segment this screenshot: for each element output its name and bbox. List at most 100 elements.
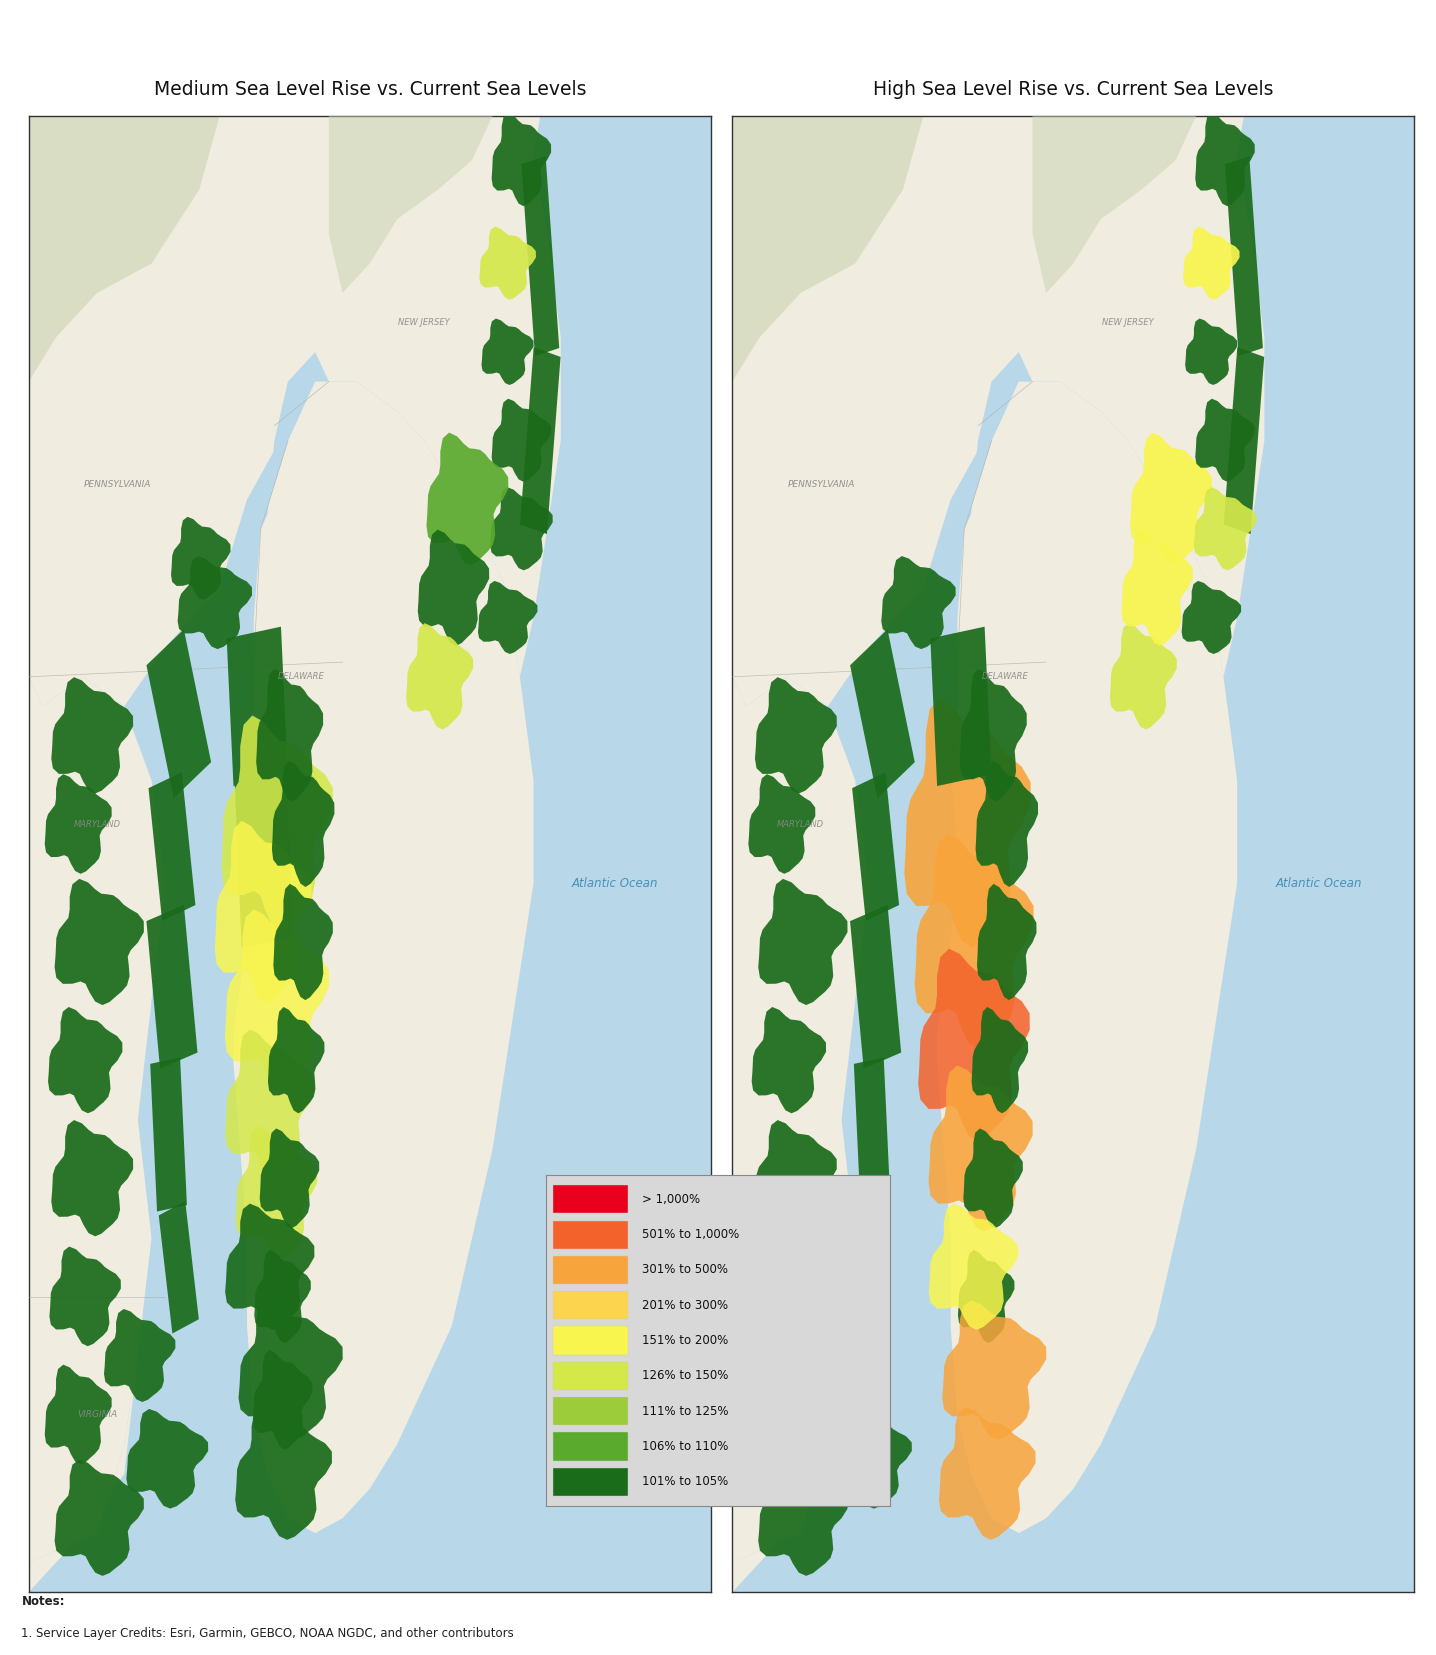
Text: 106% to 110%: 106% to 110% — [642, 1440, 728, 1453]
Polygon shape — [521, 156, 559, 356]
Polygon shape — [964, 1129, 1022, 1228]
Polygon shape — [830, 1408, 912, 1509]
Polygon shape — [271, 761, 335, 887]
Polygon shape — [1183, 227, 1239, 300]
Text: 126% to 150%: 126% to 150% — [642, 1369, 728, 1382]
Polygon shape — [254, 1250, 310, 1342]
Polygon shape — [126, 1408, 208, 1509]
Polygon shape — [1130, 432, 1212, 566]
Polygon shape — [159, 1202, 198, 1334]
Polygon shape — [942, 1301, 1047, 1440]
Polygon shape — [850, 629, 915, 798]
Bar — [553, 1362, 629, 1390]
Polygon shape — [225, 1203, 314, 1331]
Polygon shape — [406, 624, 474, 730]
Bar — [553, 1397, 629, 1425]
Text: NEW JERSEY: NEW JERSEY — [1101, 318, 1155, 328]
Polygon shape — [47, 1006, 122, 1114]
Polygon shape — [915, 834, 1034, 1049]
Polygon shape — [931, 627, 991, 786]
Polygon shape — [748, 1365, 816, 1465]
Polygon shape — [1020, 116, 1265, 677]
Polygon shape — [215, 821, 312, 1003]
Polygon shape — [152, 632, 254, 1503]
Polygon shape — [1122, 530, 1193, 645]
Polygon shape — [256, 669, 323, 801]
Text: > 1,000%: > 1,000% — [642, 1193, 701, 1206]
Polygon shape — [52, 677, 134, 793]
Polygon shape — [491, 113, 551, 207]
Polygon shape — [481, 318, 534, 386]
Polygon shape — [29, 1355, 138, 1592]
Text: 301% to 500%: 301% to 500% — [642, 1263, 728, 1276]
Polygon shape — [236, 1407, 332, 1539]
Text: High Sea Level Rise vs. Current Sea Levels: High Sea Level Rise vs. Current Sea Leve… — [873, 81, 1274, 99]
Text: MARYLAND: MARYLAND — [73, 819, 121, 829]
Bar — [553, 1220, 629, 1250]
Polygon shape — [171, 516, 231, 599]
Polygon shape — [972, 1006, 1028, 1114]
Polygon shape — [225, 1029, 314, 1178]
Text: Notes:: Notes: — [22, 1595, 65, 1609]
Text: PENNSYLVANIA: PENNSYLVANIA — [83, 480, 151, 490]
Polygon shape — [221, 715, 333, 932]
Polygon shape — [975, 761, 1038, 887]
Text: DELAWARE: DELAWARE — [982, 672, 1028, 682]
Polygon shape — [316, 116, 560, 677]
Polygon shape — [253, 1350, 313, 1450]
Polygon shape — [273, 884, 333, 1000]
Polygon shape — [52, 1120, 134, 1236]
Polygon shape — [261, 353, 329, 530]
Polygon shape — [882, 556, 955, 649]
Polygon shape — [732, 677, 869, 1562]
Polygon shape — [732, 116, 923, 382]
Text: NEW JERSEY: NEW JERSEY — [398, 318, 451, 328]
Polygon shape — [49, 1246, 121, 1346]
Polygon shape — [426, 432, 508, 566]
Polygon shape — [752, 1246, 824, 1346]
Bar — [553, 1468, 629, 1496]
Polygon shape — [1195, 113, 1255, 207]
Polygon shape — [520, 348, 560, 535]
Polygon shape — [45, 775, 112, 874]
Polygon shape — [1193, 487, 1256, 571]
Text: VIRGINIA: VIRGINIA — [78, 1410, 116, 1420]
Text: 111% to 125%: 111% to 125% — [642, 1405, 728, 1418]
Polygon shape — [146, 629, 211, 798]
Polygon shape — [852, 773, 899, 922]
Polygon shape — [269, 1006, 325, 1114]
Text: 151% to 200%: 151% to 200% — [642, 1334, 728, 1347]
Polygon shape — [758, 879, 847, 1005]
Bar — [553, 1291, 629, 1319]
Text: Atlantic Ocean: Atlantic Ocean — [572, 877, 659, 890]
Polygon shape — [732, 1355, 841, 1592]
Polygon shape — [751, 1006, 826, 1114]
Polygon shape — [29, 116, 540, 707]
Polygon shape — [807, 1309, 879, 1402]
Polygon shape — [55, 1460, 144, 1576]
Polygon shape — [225, 909, 329, 1092]
Polygon shape — [748, 775, 816, 874]
Polygon shape — [480, 227, 536, 300]
Polygon shape — [491, 399, 551, 482]
Text: 1. Service Layer Credits: Esri, Garmin, GEBCO, NOAA NGDC, and other contributors: 1. Service Layer Credits: Esri, Garmin, … — [22, 1627, 514, 1640]
Polygon shape — [936, 382, 1238, 1533]
Polygon shape — [755, 1120, 837, 1236]
Polygon shape — [55, 879, 144, 1005]
Polygon shape — [856, 632, 958, 1503]
Text: 201% to 300%: 201% to 300% — [642, 1299, 728, 1312]
Polygon shape — [45, 1365, 112, 1465]
Polygon shape — [236, 775, 293, 948]
Polygon shape — [233, 382, 534, 1533]
Polygon shape — [329, 116, 493, 293]
Polygon shape — [490, 487, 553, 571]
Polygon shape — [939, 1407, 1035, 1539]
Text: 501% to 1,000%: 501% to 1,000% — [642, 1228, 740, 1241]
Polygon shape — [236, 1127, 317, 1259]
Polygon shape — [418, 530, 490, 645]
Bar — [553, 1326, 629, 1355]
Polygon shape — [148, 773, 195, 922]
Polygon shape — [976, 884, 1037, 1000]
Polygon shape — [755, 677, 837, 793]
Text: MARYLAND: MARYLAND — [777, 819, 824, 829]
